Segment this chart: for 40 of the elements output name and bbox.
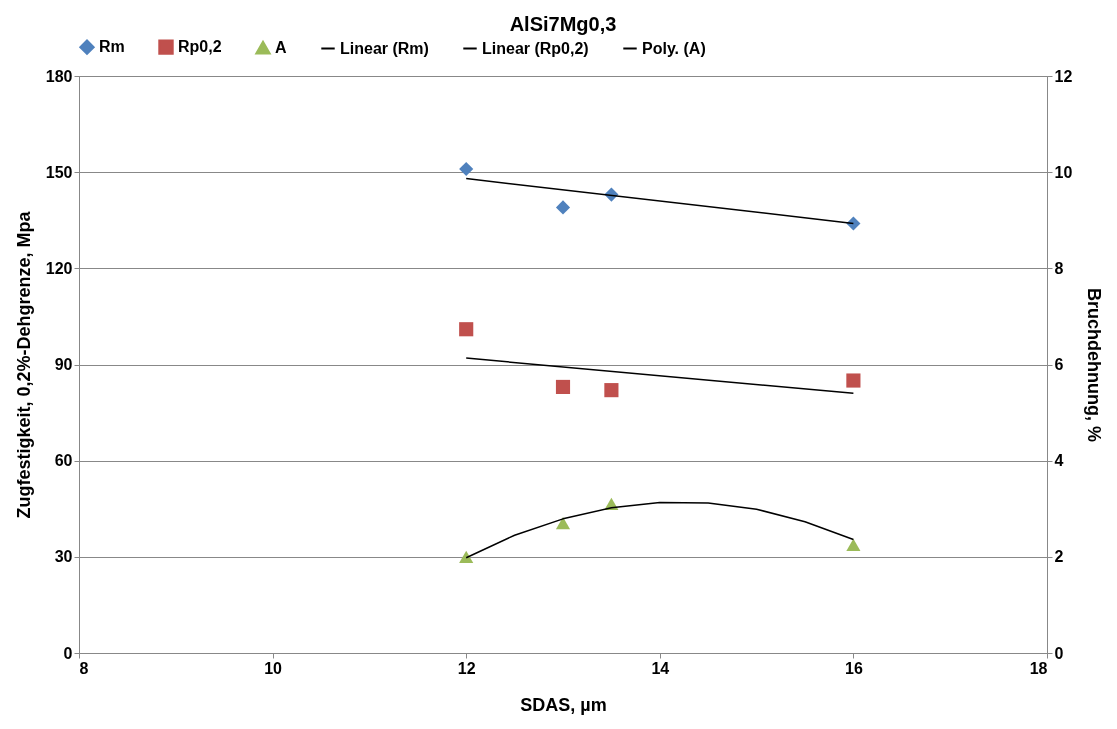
chart-title: AlSi7Mg0,3: [509, 13, 617, 35]
legend-label: Linear (Rp0,2): [482, 39, 589, 57]
point: [846, 373, 861, 388]
point: [459, 322, 474, 337]
point: [846, 216, 861, 231]
point: [555, 517, 571, 530]
legend-label: Rp0,2: [178, 38, 222, 56]
legend-label: Poly. (A): [642, 39, 706, 57]
point: [459, 550, 474, 563]
x-tick-label: 16: [845, 659, 863, 677]
y2-tick-label: 6: [1054, 356, 1064, 373]
point: [846, 538, 861, 551]
point: [604, 383, 619, 398]
legend-label: Rm: [99, 38, 125, 56]
y2-tick-label: 4: [1054, 452, 1064, 470]
x-tick-label: 8: [79, 659, 89, 677]
y2-tick-label: 10: [1054, 163, 1073, 181]
x-axis-title: SDAS, µm: [520, 694, 607, 715]
y2-axis-title: Bruchdehnung, %: [1084, 288, 1105, 442]
point: [555, 379, 571, 395]
y-tick-label: 0: [63, 644, 73, 662]
y-tick-label: 120: [45, 259, 73, 277]
y2-tick-label: 0: [1054, 644, 1064, 662]
x-tick-label: 12: [457, 659, 476, 677]
y-tick-label: 30: [54, 548, 73, 566]
y-tick-label: 180: [45, 67, 73, 85]
legend-label: A: [275, 38, 287, 56]
point: [459, 161, 474, 177]
x-tick-label: 18: [1029, 659, 1048, 677]
x-tick-label: 14: [651, 659, 670, 677]
x-tick-label: 10: [264, 659, 283, 677]
y-tick-label: 60: [54, 452, 73, 470]
legend-label: Linear (Rm): [340, 39, 429, 57]
point: [555, 200, 571, 215]
y2-tick-label: 8: [1054, 259, 1064, 277]
y-axis-title: Zugfestigkeit, 0,2%-Dehgrenze, Mpa: [13, 210, 34, 519]
y-tick-label: 90: [54, 356, 73, 373]
y2-tick-label: 12: [1054, 67, 1073, 85]
y2-tick-label: 2: [1054, 548, 1064, 566]
y-tick-label: 150: [45, 163, 73, 181]
